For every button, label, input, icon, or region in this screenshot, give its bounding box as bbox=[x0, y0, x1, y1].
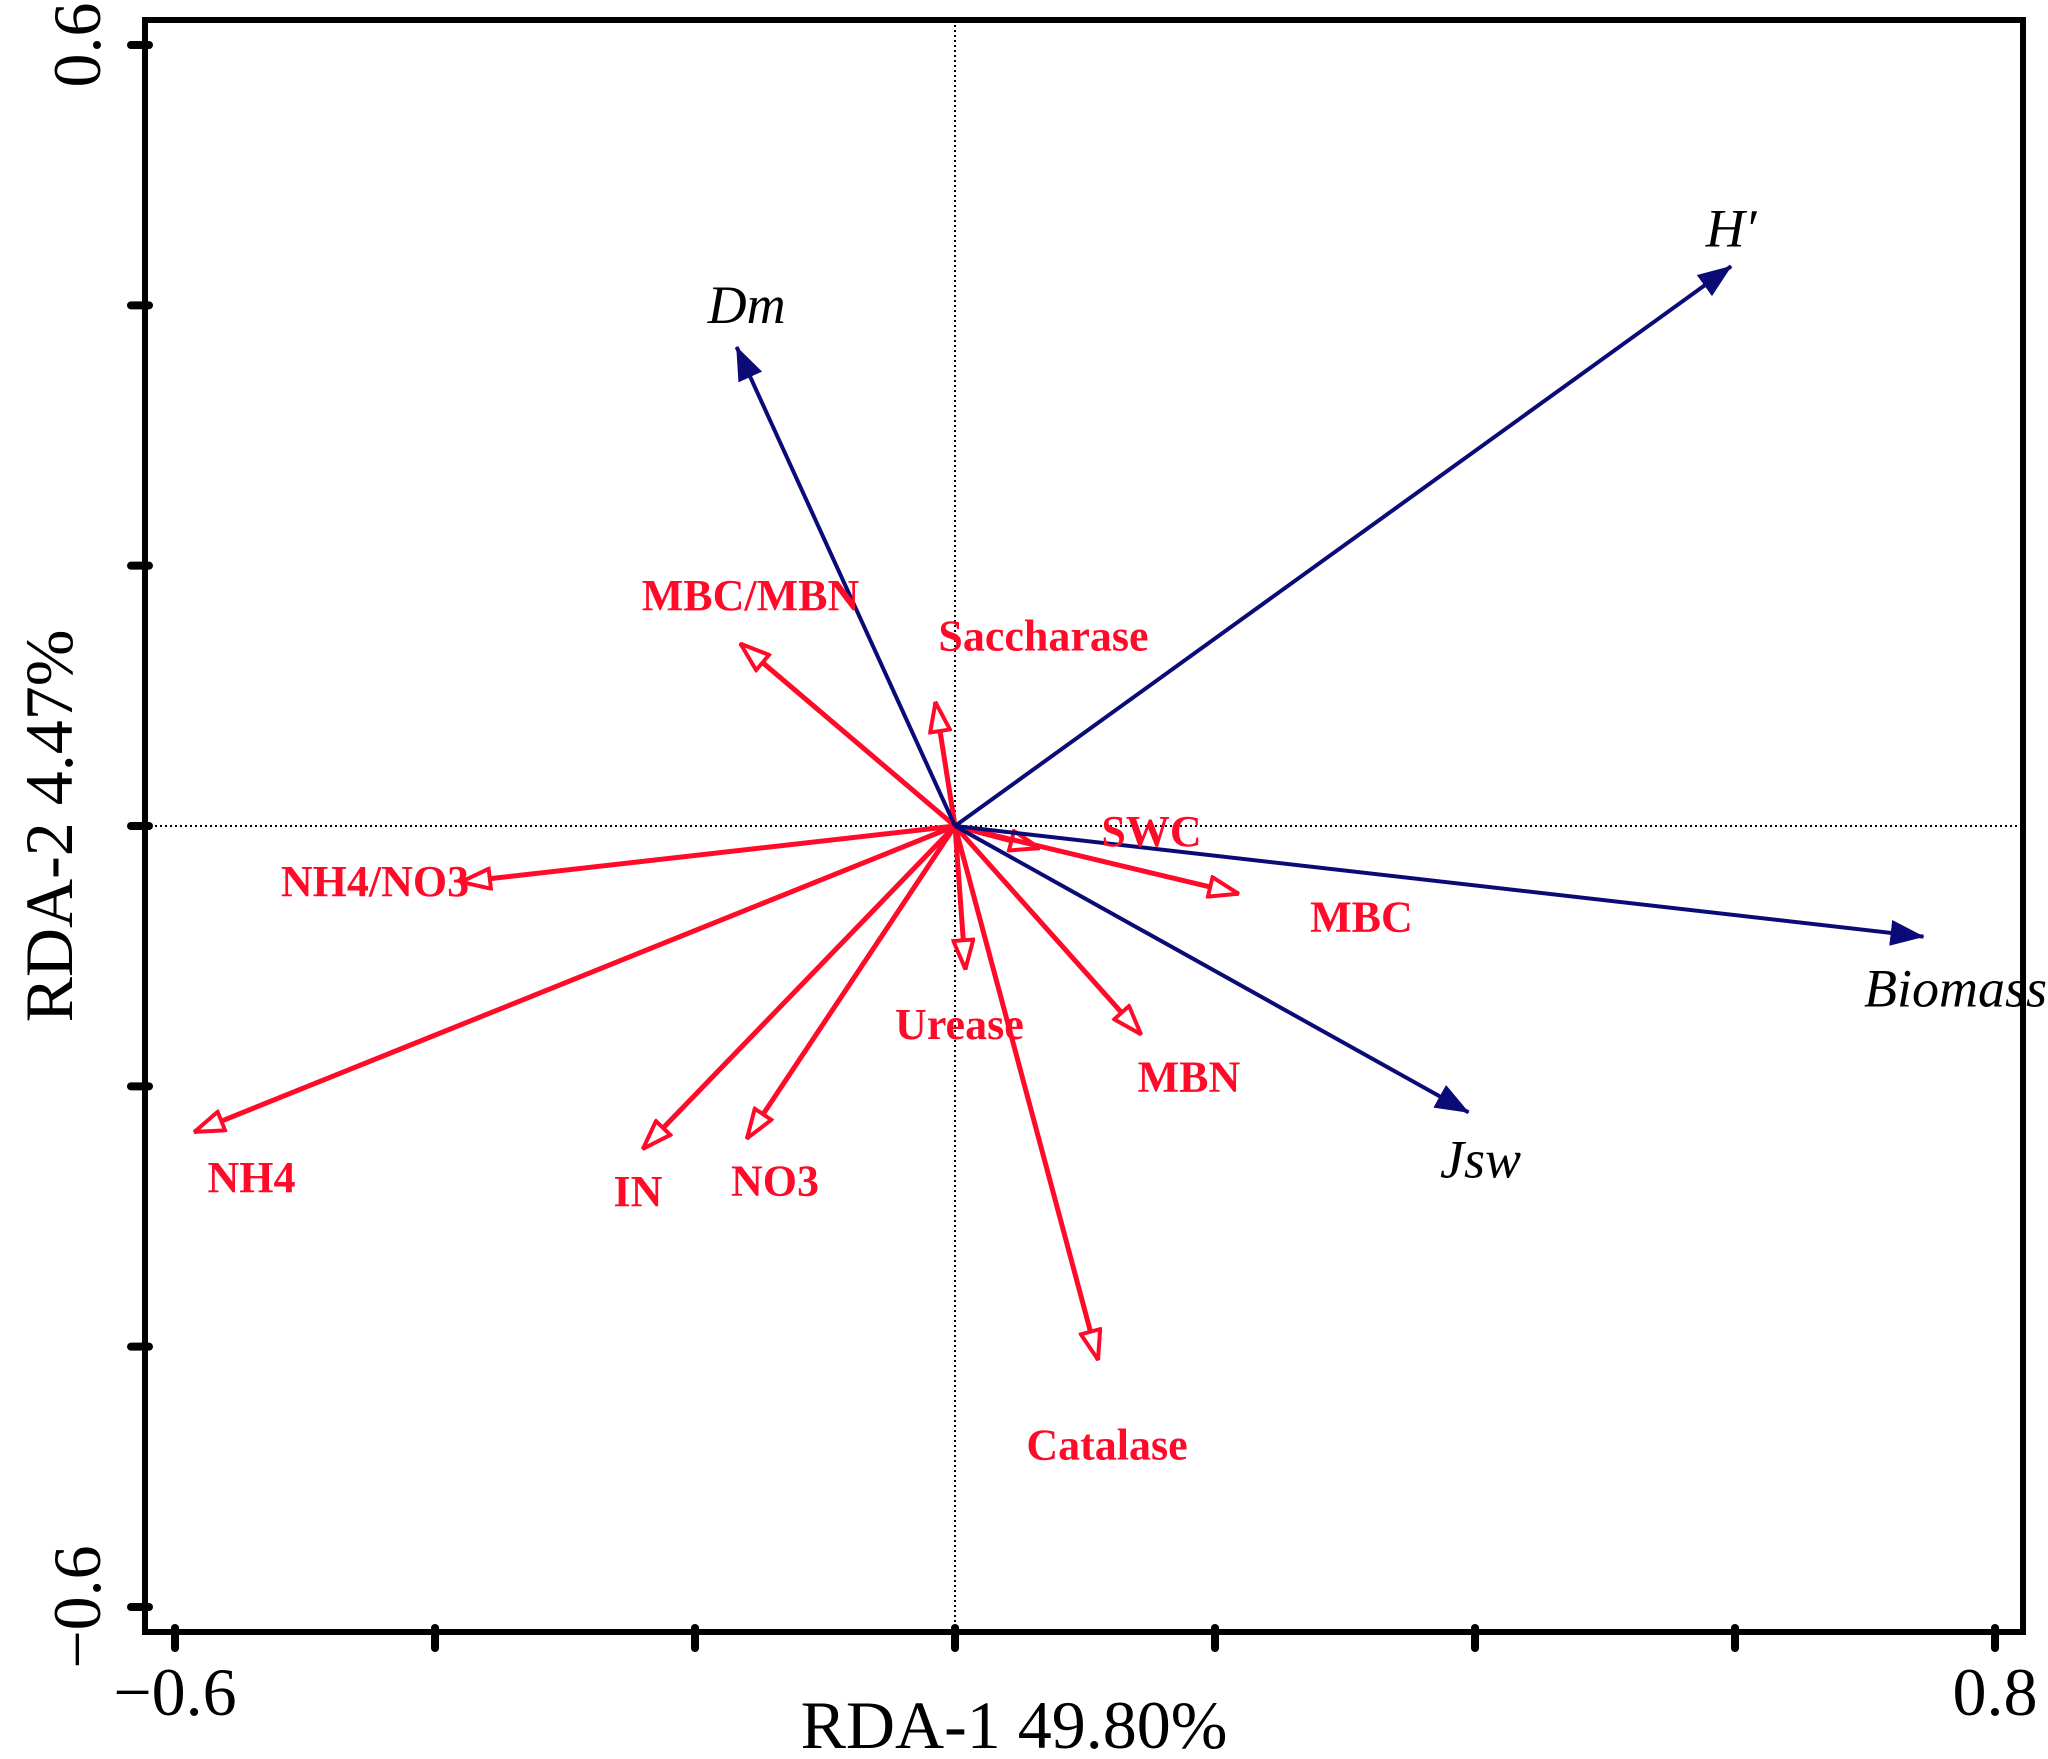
label-saccharase: Saccharase bbox=[938, 611, 1148, 660]
vector-jsw bbox=[954, 824, 1470, 1115]
axis-tick-labels: −0.6 0.8 0.6 −0.6 bbox=[39, 3, 2038, 1731]
label-no3: NO3 bbox=[731, 1156, 819, 1205]
vector-saccharase bbox=[936, 702, 958, 827]
vector-mbc bbox=[954, 823, 1238, 894]
zero-reference-lines bbox=[145, 20, 2023, 1632]
y-axis-label: RDA-2 4.47% bbox=[11, 630, 87, 1023]
vector-no3 bbox=[747, 824, 958, 1138]
vector-h bbox=[953, 264, 1733, 828]
vector-in bbox=[643, 824, 957, 1149]
label-nh4: NH4 bbox=[208, 1153, 296, 1202]
vectors bbox=[195, 264, 1925, 1360]
label-h: H′ bbox=[1705, 198, 1758, 258]
label-dm: Dm bbox=[707, 275, 786, 335]
label-mbc-mbn: MBC/MBN bbox=[642, 571, 860, 620]
label-urease: Urease bbox=[895, 1000, 1024, 1049]
label-biomass: Biomass bbox=[1864, 959, 2047, 1019]
vector-dm bbox=[734, 346, 957, 827]
label-mbn: MBN bbox=[1138, 1052, 1241, 1101]
axis-ticks bbox=[127, 41, 1999, 1652]
vector-mbc-mbn bbox=[741, 644, 957, 828]
label-swc: SWC bbox=[1101, 807, 1201, 856]
vector-mbn bbox=[953, 824, 1141, 1034]
label-in: IN bbox=[614, 1167, 663, 1216]
label-mbc: MBC bbox=[1310, 893, 1413, 942]
vector-labels: MBC/MBN Saccharase SWC NH4/NO3 MBC Urease MBN N… bbox=[208, 198, 2048, 1469]
label-nh4-no3: NH4/NO3 bbox=[281, 857, 469, 906]
species-vectors bbox=[734, 264, 1925, 1115]
environmental-vectors bbox=[195, 644, 1239, 1360]
x-tick-label: −0.6 bbox=[113, 1654, 236, 1730]
vector-urease bbox=[955, 825, 965, 969]
vector-nh4 bbox=[195, 823, 956, 1135]
vector-biomass bbox=[954, 824, 1925, 946]
vector-nh4-no3 bbox=[461, 823, 956, 882]
x-axis-label: RDA-1 49.80% bbox=[801, 1687, 1228, 1759]
vector-catalase bbox=[952, 825, 1098, 1360]
label-jsw: Jsw bbox=[1440, 1129, 1521, 1189]
label-catalase: Catalase bbox=[1026, 1421, 1187, 1470]
y-tick-label: −0.6 bbox=[39, 1545, 115, 1668]
x-tick-label: 0.8 bbox=[1953, 1654, 2038, 1730]
y-tick-label: 0.6 bbox=[39, 3, 115, 88]
